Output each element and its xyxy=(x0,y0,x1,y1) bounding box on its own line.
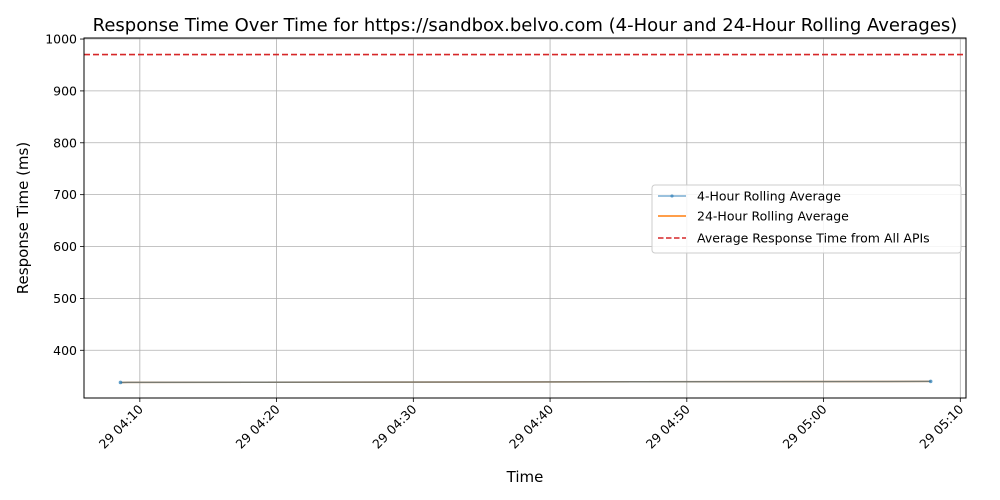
x-axis-title: Time xyxy=(506,468,544,486)
series-line-4h-rolling-average xyxy=(120,380,931,384)
plot-series xyxy=(84,53,966,385)
legend-label-4h: 4-Hour Rolling Average xyxy=(697,189,841,204)
legend: 4-Hour Rolling Average 24-Hour Rolling A… xyxy=(651,184,962,254)
data-point-4h-rolling-average xyxy=(928,379,933,384)
y-tick-label: 700 xyxy=(53,187,77,202)
y-tick-label: 500 xyxy=(53,291,77,306)
legend-label-24h: 24-Hour Rolling Average xyxy=(697,209,849,224)
y-axis-title: Response Time (ms) xyxy=(14,142,32,294)
data-point-4h-rolling-average xyxy=(118,380,123,385)
y-tick-label: 800 xyxy=(53,135,77,150)
y-tick-label: 900 xyxy=(53,83,77,98)
chart-title: Response Time Over Time for https://sand… xyxy=(93,15,958,36)
legend-label-all-apis: Average Response Time from All APIs xyxy=(697,231,930,246)
y-tick-label: 600 xyxy=(53,239,77,254)
legend-box xyxy=(651,184,962,254)
y-tick-label: 1000 xyxy=(45,32,77,47)
plot-area-frame xyxy=(83,37,967,399)
legend-marker-4h xyxy=(670,194,674,198)
y-tick-label: 400 xyxy=(53,343,77,358)
